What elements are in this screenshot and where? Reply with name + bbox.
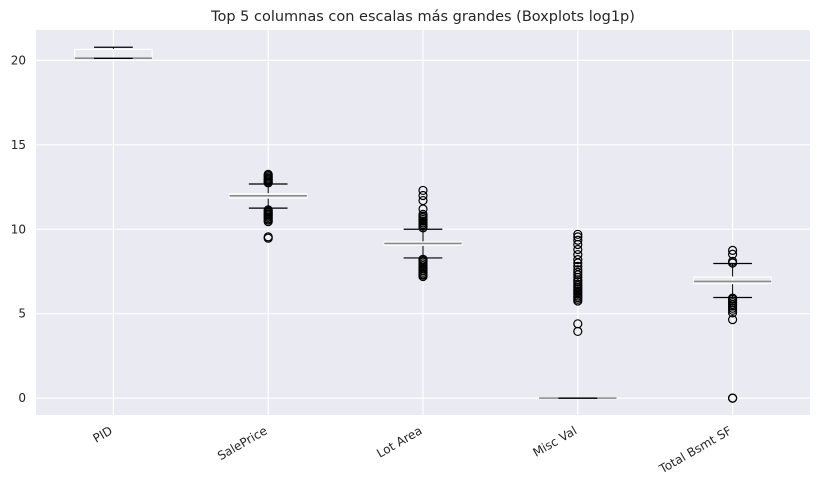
outlier-point (573, 319, 583, 329)
box-lot-area (383, 185, 463, 282)
box-pid (74, 46, 153, 59)
outlier-point (418, 185, 428, 196)
outlier-point (573, 265, 583, 275)
y-tick-label: 0 (18, 391, 26, 405)
chart-title: Top 5 columnas con escalas más grandes (… (210, 9, 635, 25)
box-misc-val (538, 229, 618, 400)
outlier-point (418, 254, 428, 264)
outlier-point (573, 255, 583, 265)
outlier-point (418, 190, 428, 201)
x-tick-label: Misc Val (530, 423, 579, 459)
x-tick-label: Total Bsmt SF (656, 423, 734, 476)
outlier-point (418, 209, 428, 219)
outlier-point (573, 232, 583, 242)
outlier-point (573, 267, 583, 277)
x-tick-label: SalePrice (215, 423, 270, 463)
outlier-point (727, 245, 738, 255)
outlier-point (727, 256, 738, 266)
outlier-point (727, 393, 738, 403)
outlier-point (727, 293, 738, 303)
outlier-point (418, 195, 428, 206)
box-series (74, 46, 772, 403)
y-tick-label: 10 (11, 222, 26, 236)
box-total-bsmt-sf (693, 245, 772, 403)
x-tick-label: PID (91, 423, 115, 445)
outlier-point (573, 249, 583, 260)
outlier-point (727, 314, 738, 325)
outlier-point (263, 205, 273, 215)
x-axis-ticks: PID SalePrice Lot Area Misc Val Total Bsmt S… (91, 423, 735, 476)
outlier-point (263, 169, 273, 179)
outlier-point (727, 249, 738, 259)
x-tick-label: Lot Area (374, 423, 424, 460)
y-tick-label: 20 (11, 53, 26, 67)
outlier-point (573, 244, 583, 255)
y-axis-ticks: 0 5 10 15 20 (11, 53, 26, 405)
box-iqr (693, 276, 772, 285)
y-tick-label: 5 (18, 307, 26, 321)
outlier-point (573, 261, 583, 272)
outlier-point (573, 229, 583, 239)
y-tick-label: 15 (11, 138, 26, 152)
box-saleprice (228, 169, 308, 243)
outlier-point (263, 232, 273, 242)
outlier-point (573, 279, 583, 289)
outlier-point (573, 235, 583, 245)
